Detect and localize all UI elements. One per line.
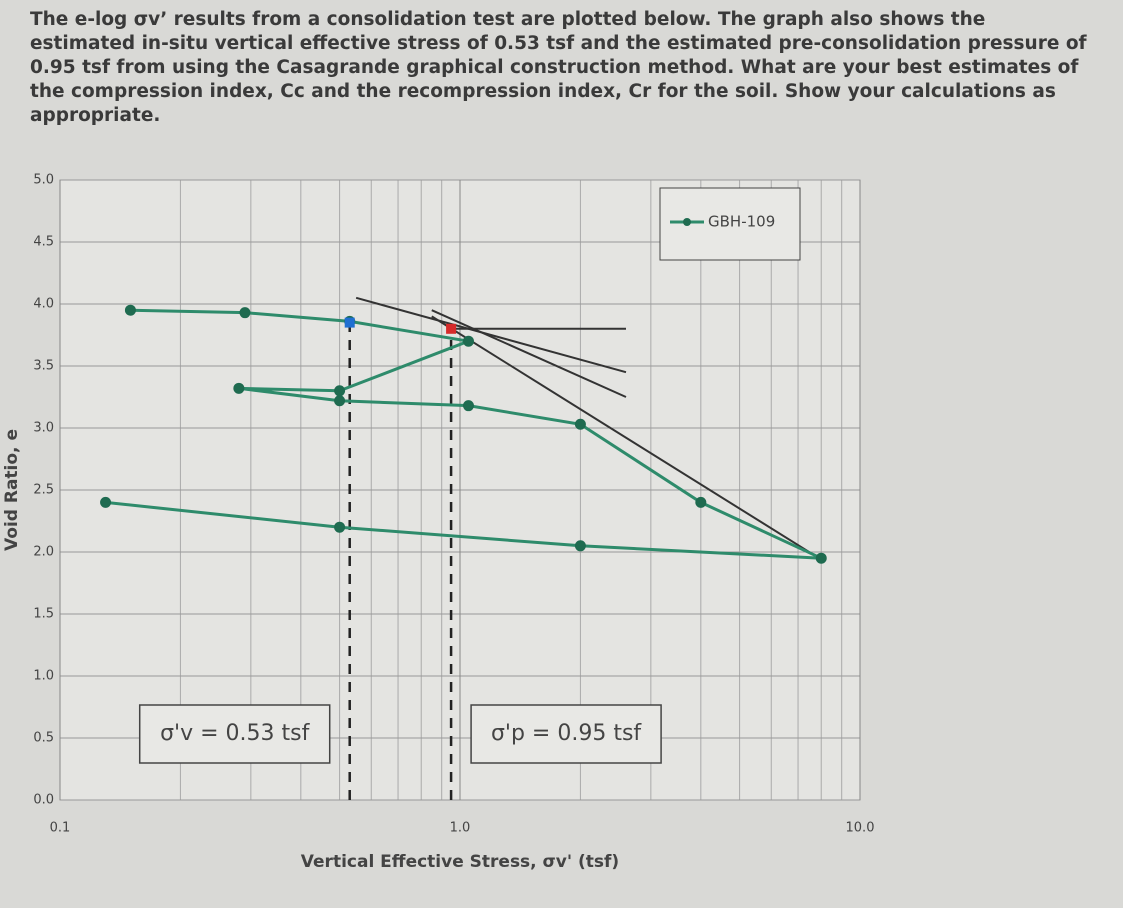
data-point <box>695 496 707 508</box>
x-axis-label: Vertical Effective Stress, σv' (tsf) <box>301 852 619 872</box>
data-point <box>124 304 136 316</box>
y-tick-label: 0.5 <box>33 731 54 746</box>
data-point <box>462 335 474 347</box>
y-tick-label: 3.5 <box>33 359 54 374</box>
data-point <box>233 382 245 394</box>
annotation-label: σ'p = 0.95 tsf <box>491 721 642 746</box>
data-point <box>334 385 346 397</box>
data-point <box>574 540 586 552</box>
data-point <box>815 552 827 564</box>
highlight-marker <box>344 317 355 328</box>
x-tick-label: 10.0 <box>846 821 875 836</box>
construction-line <box>431 315 820 560</box>
x-tick-label: 1.0 <box>450 821 471 836</box>
y-tick-label: 2.0 <box>33 545 54 560</box>
data-point <box>334 521 346 533</box>
y-tick-label: 0.0 <box>33 793 54 808</box>
question-text: The e-log σv’ results from a consolidati… <box>30 9 1087 126</box>
construction-line <box>355 296 627 374</box>
y-tick-label: 4.0 <box>33 297 54 312</box>
y-tick-label: 4.5 <box>33 235 54 250</box>
y-axis-label: Void Ratio, e <box>2 429 22 551</box>
legend-box <box>659 187 801 261</box>
annotation-label: σ'v = 0.53 tsf <box>160 721 310 746</box>
construction-line <box>431 309 627 398</box>
data-point <box>334 395 346 407</box>
data-point <box>100 496 112 508</box>
y-tick-label: 2.5 <box>33 483 54 498</box>
y-tick-label: 3.0 <box>33 421 54 436</box>
annotation-box <box>470 704 662 764</box>
legend-marker <box>683 218 691 226</box>
data-point <box>574 418 586 430</box>
data-point <box>462 400 474 412</box>
annotation-box <box>138 704 331 764</box>
x-tick-label: 0.1 <box>50 821 71 836</box>
y-tick-label: 1.5 <box>33 607 54 622</box>
y-tick-label: 5.0 <box>33 173 54 188</box>
highlight-marker <box>446 323 457 334</box>
data-point <box>239 307 251 319</box>
legend-label: GBH-109 <box>708 213 775 231</box>
data-line <box>105 308 822 560</box>
y-tick-label: 1.0 <box>33 669 54 684</box>
